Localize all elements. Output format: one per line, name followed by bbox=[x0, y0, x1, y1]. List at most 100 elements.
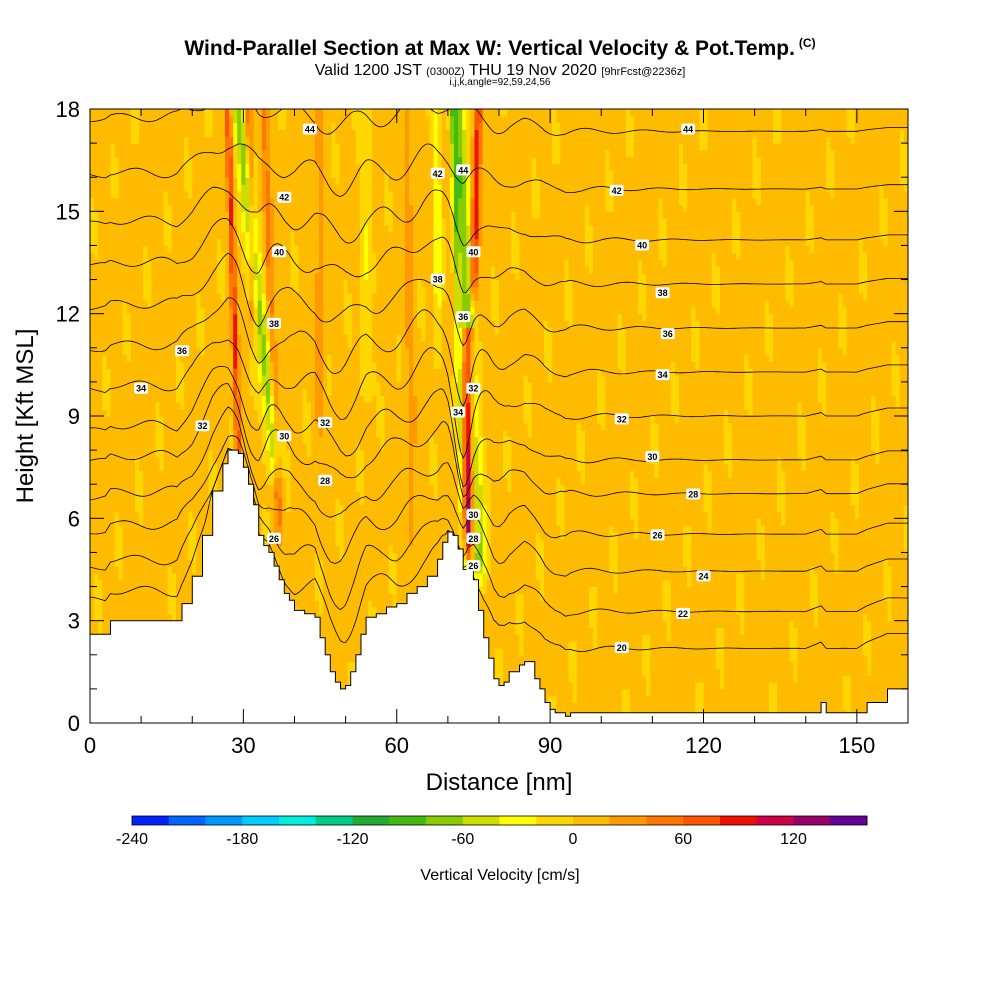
velocity-cell bbox=[135, 136, 140, 144]
velocity-cell bbox=[98, 306, 103, 315]
velocity-cell bbox=[253, 327, 259, 335]
velocity-cell bbox=[278, 559, 283, 567]
velocity-cell bbox=[126, 170, 132, 178]
velocity-cell bbox=[257, 238, 263, 246]
velocity-cell bbox=[216, 225, 222, 233]
velocity-cell bbox=[290, 354, 296, 362]
velocity-cell bbox=[229, 136, 234, 144]
velocity-cell bbox=[139, 252, 144, 260]
velocity-cell bbox=[229, 422, 234, 431]
velocity-cell bbox=[225, 361, 230, 369]
velocity-cell bbox=[212, 109, 218, 117]
velocity-cell bbox=[200, 443, 206, 451]
velocity-cell bbox=[294, 252, 300, 260]
velocity-cell bbox=[220, 129, 226, 137]
velocity-cell bbox=[94, 279, 99, 287]
velocity-cell bbox=[192, 491, 197, 499]
velocity-cell bbox=[278, 177, 283, 185]
velocity-cell bbox=[90, 402, 95, 410]
velocity-cell bbox=[159, 190, 165, 199]
velocity-cell bbox=[151, 354, 157, 362]
velocity-cell bbox=[200, 409, 206, 417]
velocity-cell bbox=[143, 443, 148, 451]
velocity-cell bbox=[225, 347, 230, 356]
velocity-cell bbox=[249, 129, 255, 137]
velocity-cell bbox=[180, 286, 185, 294]
velocity-cell bbox=[192, 115, 197, 124]
velocity-cell bbox=[171, 422, 177, 431]
velocity-cell bbox=[274, 463, 279, 472]
velocity-cell bbox=[290, 395, 296, 403]
velocity-cell bbox=[282, 416, 287, 424]
velocity-cell bbox=[212, 395, 218, 403]
velocity-cell bbox=[147, 190, 152, 199]
velocity-cell bbox=[294, 450, 300, 458]
velocity-cell bbox=[282, 170, 287, 178]
velocity-cell bbox=[102, 538, 107, 547]
velocity-cell bbox=[94, 129, 99, 137]
velocity-cell bbox=[265, 259, 271, 267]
velocity-cell bbox=[90, 190, 95, 199]
velocity-cell bbox=[118, 381, 124, 390]
velocity-cell bbox=[282, 109, 287, 117]
velocity-cell bbox=[126, 538, 132, 547]
velocity-cell bbox=[90, 470, 95, 478]
velocity-cell bbox=[126, 368, 132, 376]
velocity-cell bbox=[204, 388, 210, 397]
velocity-cell bbox=[184, 532, 189, 540]
velocity-cell bbox=[175, 170, 181, 178]
velocity-cell bbox=[155, 538, 161, 547]
velocity-cell bbox=[110, 559, 116, 567]
velocity-cell bbox=[139, 566, 144, 574]
velocity-cell bbox=[130, 190, 136, 199]
velocity-cell bbox=[233, 272, 238, 281]
velocity-cell bbox=[204, 477, 210, 485]
velocity-cell bbox=[135, 115, 140, 124]
velocity-cell bbox=[229, 429, 234, 437]
velocity-cell bbox=[306, 320, 312, 328]
velocity-cell bbox=[118, 327, 124, 335]
velocity-cell bbox=[298, 122, 304, 130]
velocity-cell bbox=[306, 456, 312, 465]
velocity-cell bbox=[233, 334, 238, 342]
velocity-cell bbox=[135, 504, 140, 513]
velocity-cell bbox=[192, 559, 197, 567]
velocity-cell bbox=[225, 259, 230, 267]
velocity-cell bbox=[175, 368, 181, 376]
velocity-cell bbox=[220, 347, 226, 356]
velocity-cell bbox=[241, 190, 246, 199]
velocity-cell bbox=[257, 416, 263, 424]
velocity-cell bbox=[151, 443, 157, 451]
velocity-cell bbox=[126, 422, 132, 431]
velocity-cell bbox=[135, 586, 140, 594]
velocity-cell bbox=[188, 579, 193, 588]
velocity-cell bbox=[175, 184, 181, 192]
velocity-cell bbox=[290, 163, 296, 171]
velocity-cell bbox=[163, 115, 169, 124]
velocity-cell bbox=[98, 245, 103, 253]
velocity-cell bbox=[253, 184, 259, 192]
velocity-cell bbox=[188, 381, 193, 390]
velocity-cell bbox=[151, 613, 157, 622]
velocity-cell bbox=[98, 272, 103, 281]
velocity-cell bbox=[290, 211, 296, 219]
velocity-cell bbox=[237, 143, 242, 151]
velocity-cell bbox=[135, 361, 140, 369]
velocity-cell bbox=[278, 334, 283, 342]
velocity-cell bbox=[151, 149, 157, 158]
velocity-cell bbox=[167, 388, 173, 397]
velocity-cell bbox=[302, 300, 308, 308]
velocity-cell bbox=[229, 190, 234, 199]
velocity-cell bbox=[310, 579, 316, 588]
velocity-cell bbox=[274, 163, 279, 171]
velocity-cell bbox=[200, 388, 206, 397]
velocity-cell bbox=[192, 381, 197, 390]
velocity-cell bbox=[204, 525, 210, 533]
velocity-cell bbox=[290, 238, 296, 246]
velocity-cell bbox=[290, 143, 296, 151]
velocity-cell bbox=[102, 341, 107, 349]
velocity-cell bbox=[114, 470, 120, 478]
velocity-cell bbox=[163, 327, 169, 335]
velocity-cell bbox=[204, 313, 210, 322]
velocity-cell bbox=[175, 109, 181, 110]
